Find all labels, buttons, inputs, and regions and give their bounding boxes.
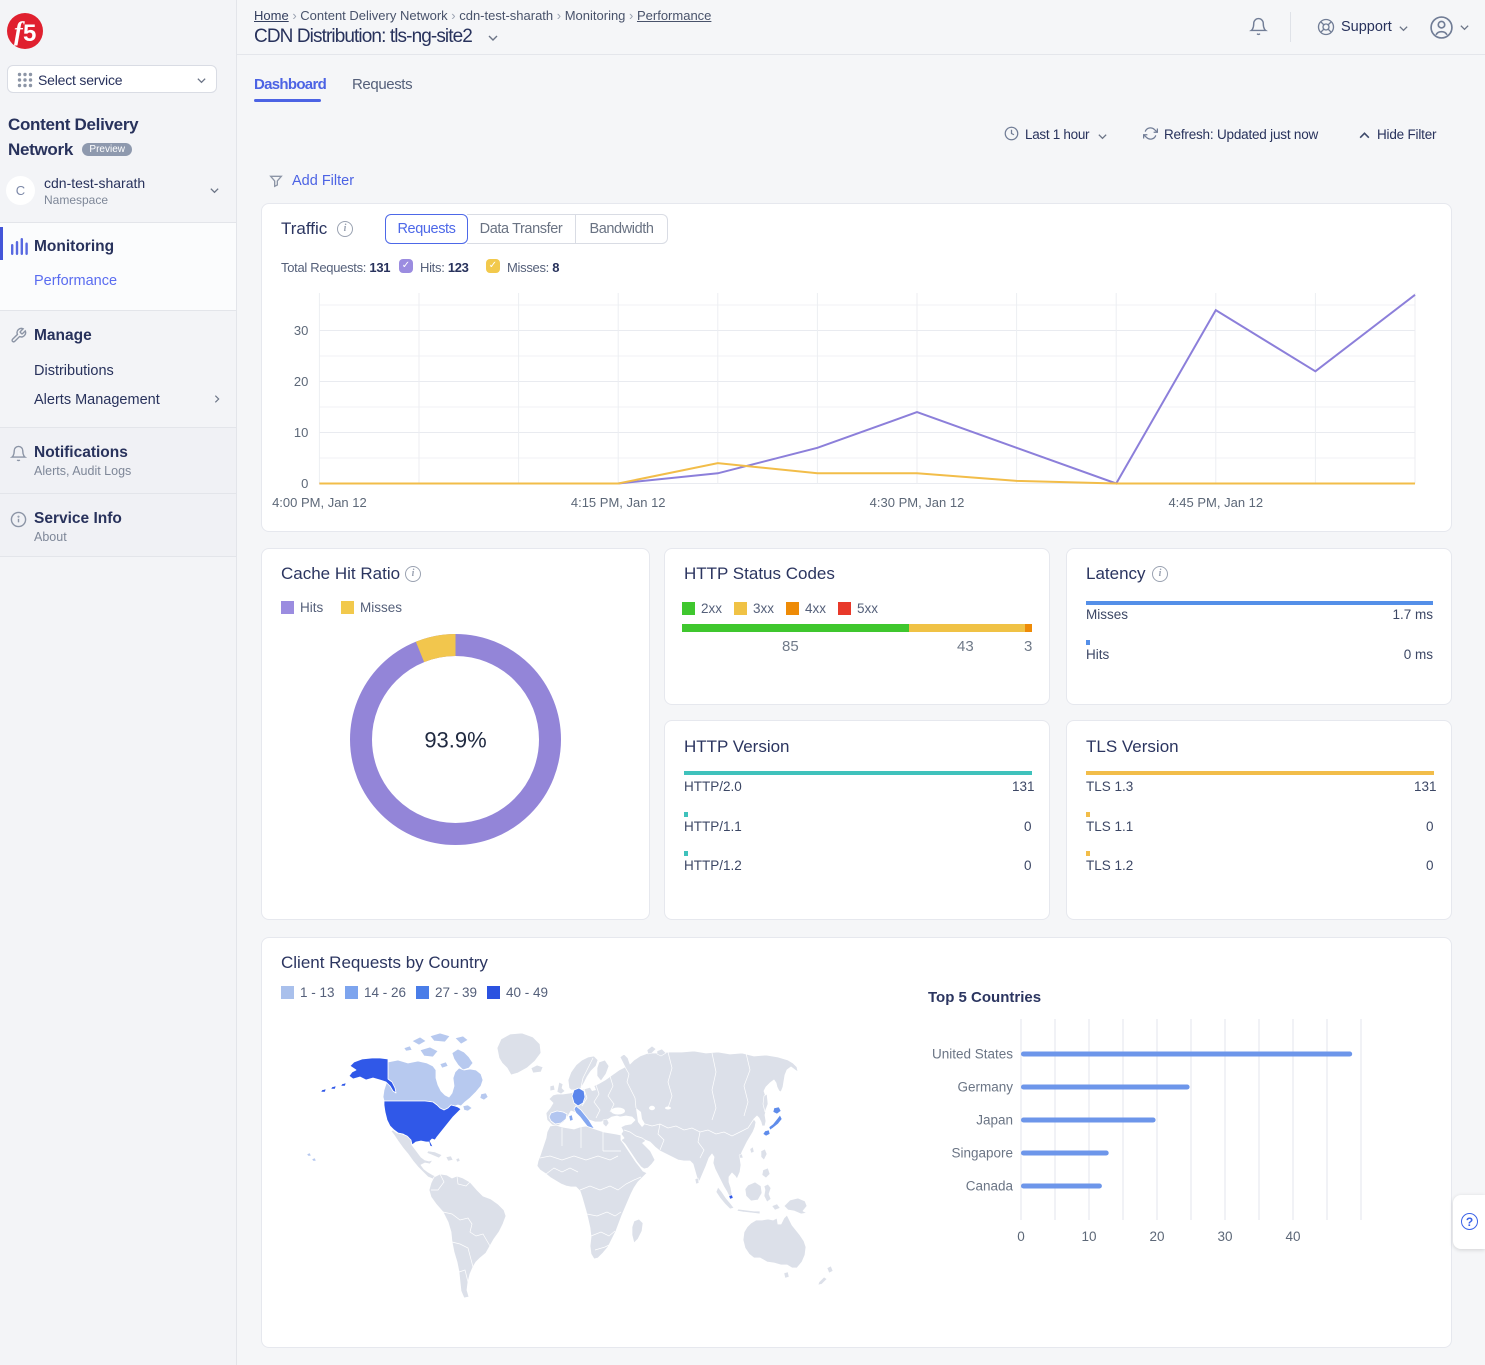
svg-text:4:15 PM, Jan 12: 4:15 PM, Jan 12	[571, 495, 666, 510]
svg-text:Germany: Germany	[957, 1080, 1013, 1095]
svg-text:4:00 PM, Jan 12: 4:00 PM, Jan 12	[272, 495, 367, 510]
svg-text:4:45 PM, Jan 12: 4:45 PM, Jan 12	[1168, 495, 1263, 510]
svg-text:10: 10	[1081, 1229, 1096, 1244]
svg-text:United States: United States	[932, 1047, 1013, 1062]
svg-text:4:30 PM, Jan 12: 4:30 PM, Jan 12	[870, 495, 965, 510]
svg-text:5: 5	[23, 20, 36, 47]
svg-text:10: 10	[294, 425, 308, 440]
svg-text:Canada: Canada	[966, 1179, 1014, 1194]
svg-text:20: 20	[1149, 1229, 1164, 1244]
svg-text:20: 20	[294, 374, 308, 389]
svg-text:40: 40	[1285, 1229, 1300, 1244]
svg-text:30: 30	[294, 323, 308, 338]
svg-text:30: 30	[1217, 1229, 1232, 1244]
svg-text:93.9%: 93.9%	[424, 728, 486, 753]
svg-text:Singapore: Singapore	[951, 1146, 1013, 1161]
svg-text:0: 0	[1017, 1229, 1025, 1244]
svg-text:f: f	[14, 17, 25, 46]
svg-text:Japan: Japan	[976, 1113, 1013, 1128]
svg-text:0: 0	[301, 476, 308, 491]
